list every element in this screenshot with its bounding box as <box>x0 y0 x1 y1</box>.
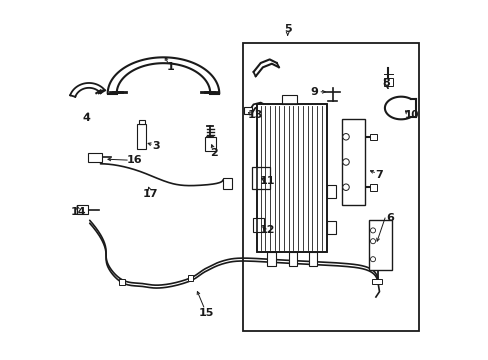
Text: 13: 13 <box>247 110 263 120</box>
Circle shape <box>370 239 375 244</box>
Bar <box>371 279 382 284</box>
Bar <box>244 107 251 114</box>
Bar <box>370 134 376 140</box>
Bar <box>119 279 125 285</box>
Circle shape <box>342 184 348 190</box>
Text: 11: 11 <box>260 176 275 186</box>
Bar <box>326 221 336 234</box>
Bar <box>139 120 144 124</box>
Bar <box>266 252 275 266</box>
Text: 3: 3 <box>152 141 160 151</box>
Text: 2: 2 <box>209 148 217 158</box>
Circle shape <box>342 159 348 165</box>
Text: 8: 8 <box>382 78 390 88</box>
Text: 12: 12 <box>260 225 275 235</box>
Bar <box>88 153 102 162</box>
Text: 16: 16 <box>126 155 142 165</box>
Text: 9: 9 <box>310 87 318 97</box>
Text: 14: 14 <box>70 207 86 217</box>
Bar <box>282 95 296 104</box>
Circle shape <box>370 257 375 262</box>
Bar <box>326 185 336 198</box>
Bar <box>251 167 269 189</box>
Bar <box>257 104 326 252</box>
Bar <box>288 252 297 266</box>
Bar <box>368 220 391 270</box>
Bar <box>341 119 365 205</box>
Text: 10: 10 <box>404 110 418 120</box>
Bar <box>370 184 376 191</box>
Bar <box>242 43 418 331</box>
Circle shape <box>370 228 375 233</box>
Bar <box>223 178 231 189</box>
Bar <box>384 78 392 86</box>
Bar <box>253 218 263 232</box>
Text: 15: 15 <box>199 308 214 318</box>
Circle shape <box>342 134 348 140</box>
Bar <box>308 252 317 266</box>
Bar <box>204 137 215 151</box>
Text: 7: 7 <box>375 170 383 180</box>
Text: 1: 1 <box>166 62 174 72</box>
Text: 5: 5 <box>284 24 291 34</box>
Bar <box>187 275 193 281</box>
Bar <box>257 104 326 252</box>
Text: 4: 4 <box>82 113 91 123</box>
Text: 6: 6 <box>386 213 393 223</box>
Bar <box>77 205 88 214</box>
Text: 17: 17 <box>143 189 158 199</box>
Bar <box>137 124 146 149</box>
